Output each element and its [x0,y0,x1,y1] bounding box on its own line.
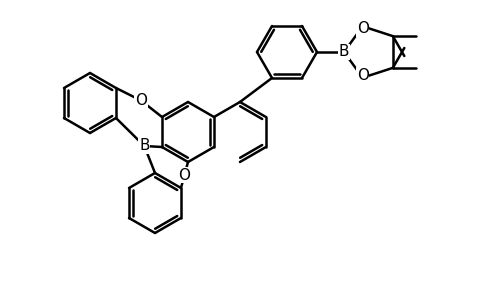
Text: O: O [356,21,368,36]
Text: O: O [135,93,147,108]
Text: B: B [339,44,349,59]
Text: B: B [139,139,149,154]
Text: O: O [356,68,368,83]
Text: O: O [178,167,190,182]
